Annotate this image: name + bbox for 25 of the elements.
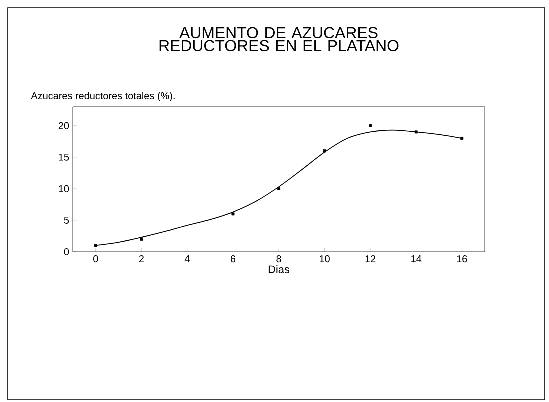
x-tick-label: 2 [139,256,144,262]
point [369,124,372,128]
x-tick-label: 12 [366,256,376,262]
x-tick-label: 10 [320,256,330,263]
x-tick-label: 0 [94,256,98,263]
point [460,137,464,140]
x-axis-title: Dias [268,265,290,274]
y-tick-label: 0 [64,248,70,256]
x-tick-label: 8 [276,256,282,263]
y-tick-label: 10 [59,185,70,192]
point [94,244,98,248]
point [278,187,281,190]
point [323,150,326,153]
y-axis-title: Azucares reductores totales (%). [31,92,175,102]
y-tick-label: 5 [64,216,70,224]
x-tick-label: 16 [457,256,468,263]
point [232,212,235,216]
y-tick-label: 20 [58,122,70,130]
y-tick-label: 15 [59,154,70,161]
point [140,238,144,241]
point [414,130,418,134]
x-tick-label: 14 [412,256,422,262]
x-tick-label: 6 [230,256,236,263]
x-tick-label: 4 [184,256,190,262]
chart-title: AUMENTO DE AZUCARES REDUCTORES EN EL PLATANO [160,27,399,52]
